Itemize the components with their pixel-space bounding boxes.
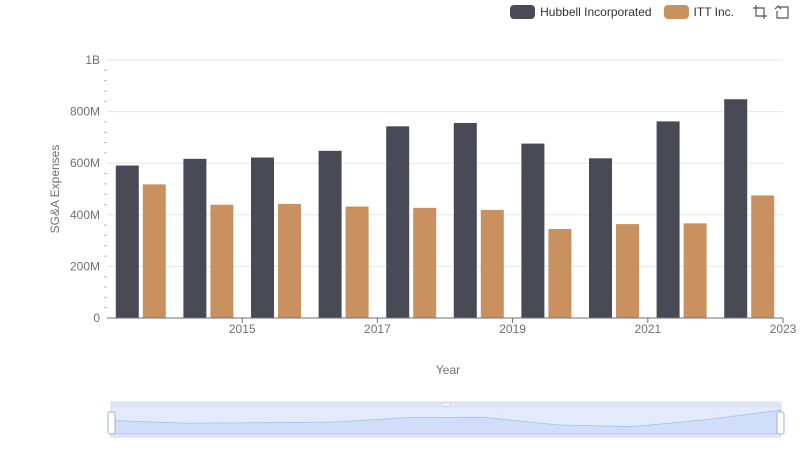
- bar-itt-2022[interactable]: [683, 223, 707, 318]
- bar-hubbell-2014[interactable]: [115, 165, 139, 318]
- y-axis-label: SG&A Expenses: [48, 145, 62, 234]
- legend-swatch-hubbell: [510, 5, 536, 19]
- x-tick-label: 2023: [770, 322, 797, 336]
- bar-itt-2016[interactable]: [278, 203, 301, 318]
- bar-itt-2020[interactable]: [548, 228, 572, 318]
- bar-hubbell-2015[interactable]: [183, 158, 207, 318]
- bar-hubbell-2022[interactable]: [656, 121, 680, 319]
- bar-series: [115, 99, 775, 319]
- y-tick-label: 800M: [70, 105, 100, 119]
- zoom-drag-grip[interactable]: [441, 402, 451, 407]
- y-tick-labels: 0 200M 400M 600M 800M 1B: [70, 53, 100, 325]
- legend-label-hubbell: Hubbell Incorporated: [540, 5, 652, 19]
- x-tick-label: 2019: [499, 322, 526, 336]
- bar-hubbell-2020[interactable]: [521, 143, 545, 318]
- legend-swatch-itt: [663, 5, 689, 19]
- zoom-left-handle[interactable]: [107, 411, 116, 435]
- legend-item-hubbell[interactable]: Hubbell Incorporated: [510, 5, 652, 19]
- grid-lines: [107, 59, 783, 267]
- bar-itt-2023[interactable]: [751, 195, 775, 318]
- bar-itt-2014[interactable]: [142, 184, 166, 318]
- x-tick-labels: 2015 2017 2019 2021 2023: [229, 318, 797, 336]
- legend-item-itt[interactable]: ITT Inc.: [663, 5, 734, 19]
- y-tick-label: 400M: [70, 208, 100, 222]
- y-tick-label: 600M: [70, 156, 100, 170]
- x-tick-label: 2015: [229, 322, 256, 336]
- bar-hubbell-2019[interactable]: [453, 122, 477, 319]
- bar-hubbell-2017[interactable]: [318, 150, 342, 318]
- data-zoom-slider[interactable]: [107, 401, 785, 438]
- restore-icon[interactable]: [774, 4, 790, 20]
- toolbox: [746, 4, 790, 20]
- y-tick-label: 0: [93, 311, 100, 325]
- bar-itt-2017[interactable]: [345, 206, 369, 318]
- y-tick-label: 200M: [70, 259, 100, 273]
- bar-hubbell-2023[interactable]: [724, 99, 748, 318]
- x-axis-label: Year: [436, 363, 460, 377]
- bar-itt-2021[interactable]: [616, 224, 639, 318]
- y-tick-label: 1B: [85, 53, 100, 67]
- x-tick-label: 2021: [634, 322, 661, 336]
- zoom-right-handle[interactable]: [776, 411, 785, 435]
- legend-label-itt: ITT Inc.: [693, 5, 734, 19]
- crop-icon[interactable]: [752, 4, 768, 20]
- legend: Hubbell Incorporated ITT Inc.: [510, 4, 790, 20]
- bar-itt-2019[interactable]: [480, 209, 504, 318]
- bar-hubbell-2016[interactable]: [251, 157, 274, 318]
- bar-hubbell-2021[interactable]: [589, 158, 612, 318]
- y-minor-ticks: [104, 69, 107, 309]
- bar-hubbell-2018[interactable]: [386, 126, 410, 318]
- bar-itt-2018[interactable]: [413, 207, 437, 318]
- bar-itt-2015[interactable]: [210, 204, 234, 318]
- x-tick-label: 2017: [364, 322, 391, 336]
